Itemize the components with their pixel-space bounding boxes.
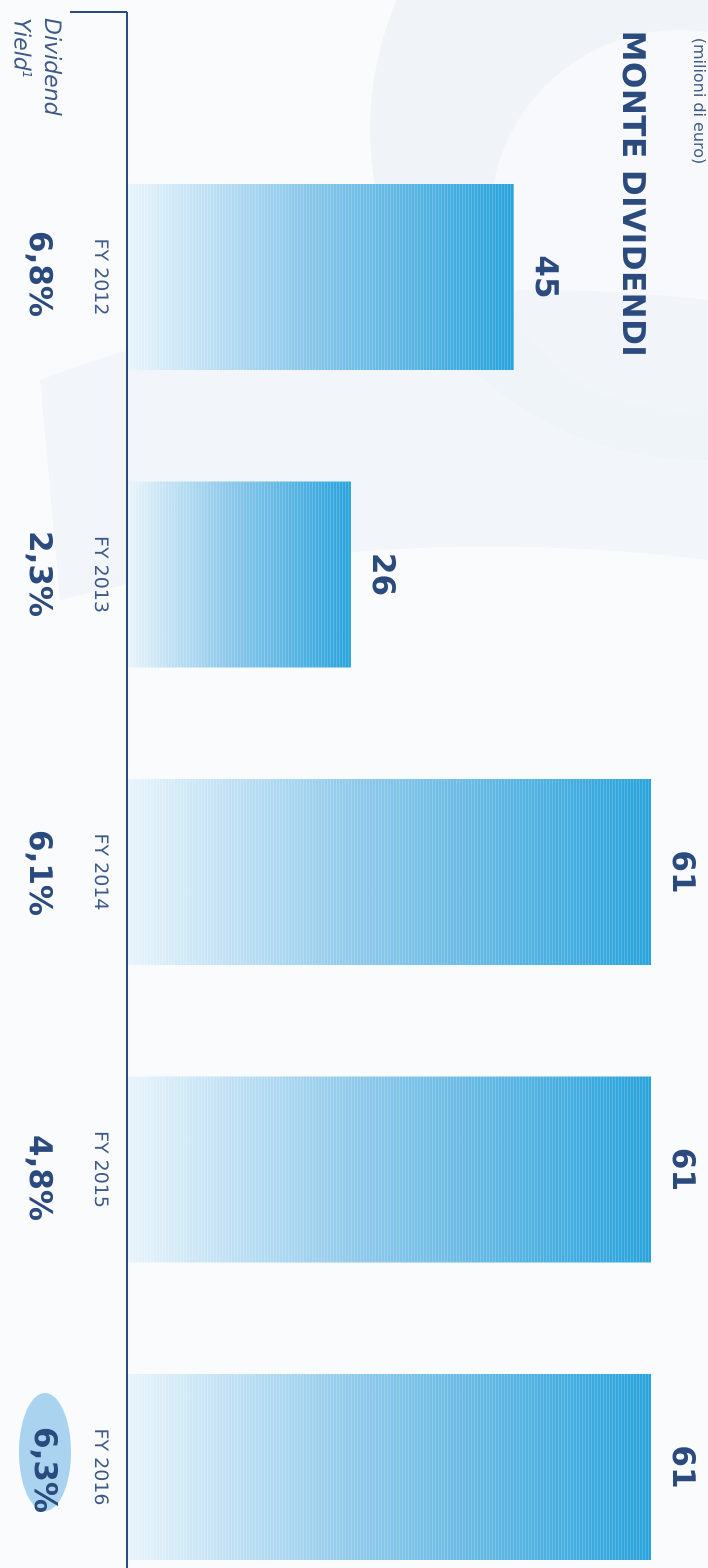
category-label: FY 2013 xyxy=(90,536,112,613)
bar-texture xyxy=(128,184,514,370)
footnote-marker: 1 xyxy=(20,70,34,79)
bar-value-label: 26 xyxy=(365,553,401,596)
category-label: FY 2014 xyxy=(90,834,112,911)
chart-unit: (milioni di euro) xyxy=(690,37,708,165)
bar-value-label: 61 xyxy=(665,1445,701,1488)
dividend-yield-value: 4,8% xyxy=(22,1135,58,1221)
category-label: FY 2015 xyxy=(90,1131,112,1208)
yield-highlight-ellipse xyxy=(19,1393,71,1511)
bar-texture xyxy=(128,1076,651,1263)
dividend-yield-value-highlighted: 6,3% xyxy=(27,1427,63,1513)
bar-texture xyxy=(128,779,651,965)
category-label: FY 2012 xyxy=(90,239,112,316)
bar-value-label: 61 xyxy=(665,850,701,893)
category-label: FY 2016 xyxy=(90,1429,112,1506)
dividend-yield-value: 6,1% xyxy=(22,830,58,916)
bar-texture xyxy=(128,1374,651,1560)
dividend-yield-label-line2: Yield xyxy=(8,18,34,71)
dividend-yield-label: Dividend Yield1 xyxy=(9,18,64,128)
dividend-yield-label-line1: Dividend xyxy=(39,18,64,116)
dividend-yield-value: 6,8% xyxy=(22,231,58,317)
chart-title: MONTE DIVIDENDI xyxy=(615,30,651,358)
bar-value-label: 61 xyxy=(665,1148,701,1191)
bar-value-label: 45 xyxy=(528,255,564,298)
dividend-yield-value: 2,3% xyxy=(22,531,58,617)
bar-texture xyxy=(128,481,351,668)
